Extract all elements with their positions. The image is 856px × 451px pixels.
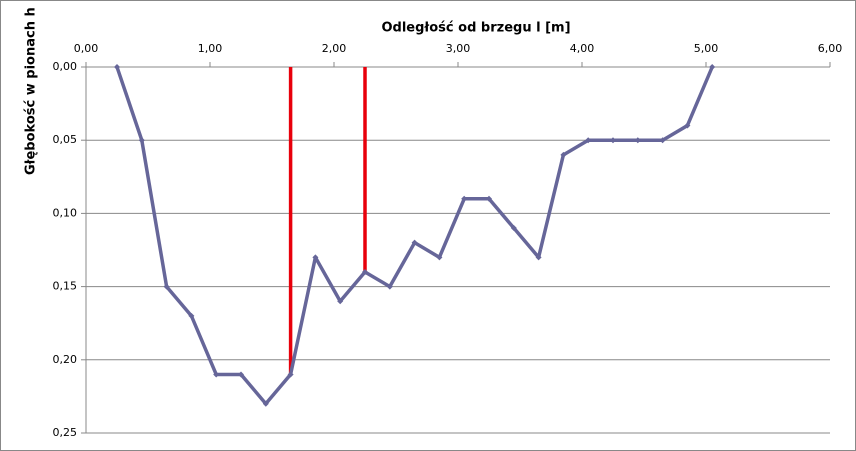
point-marker	[461, 195, 468, 202]
point-marker	[436, 254, 443, 261]
point-marker	[138, 137, 145, 144]
x-tick-label: 1,00	[198, 42, 223, 55]
point-marker	[213, 371, 220, 378]
y-tick-label: 0,05	[53, 133, 78, 146]
y-tick-label: 0,00	[53, 60, 78, 73]
point-marker	[535, 254, 542, 261]
point-marker	[560, 151, 567, 158]
point-marker	[312, 254, 319, 261]
point-marker	[709, 64, 716, 70]
point-marker	[262, 400, 269, 407]
point-marker	[386, 283, 393, 290]
y-tick-label: 0,20	[53, 353, 78, 366]
point-marker	[585, 137, 592, 144]
x-tick-label: 5,00	[694, 42, 719, 55]
y-tick-label: 0,25	[53, 426, 78, 439]
x-tick-label: 4,00	[570, 42, 595, 55]
point-marker	[238, 371, 244, 378]
point-marker	[510, 225, 517, 232]
point-marker	[287, 371, 294, 378]
point-marker	[362, 268, 368, 275]
chart-title: Odległość od brzegu l [m]	[381, 21, 570, 36]
y-tick-label: 0,10	[53, 206, 78, 219]
x-tick-label: 6,00	[818, 42, 843, 55]
point-marker	[337, 298, 344, 305]
x-tick-label: 0,00	[74, 42, 99, 55]
point-marker	[659, 137, 666, 144]
point-marker	[486, 195, 492, 202]
point-marker	[610, 137, 616, 144]
point-marker	[634, 137, 641, 144]
point-marker	[114, 64, 120, 70]
point-marker	[411, 239, 418, 246]
x-tick-label: 3,00	[446, 42, 471, 55]
point-marker	[163, 283, 170, 290]
x-tick-label: 2,00	[322, 42, 347, 55]
point-marker	[684, 122, 691, 129]
point-marker	[188, 312, 195, 319]
y-axis-label: Głębokość w pionach h	[24, 7, 39, 175]
y-tick-label: 0,15	[53, 280, 78, 293]
